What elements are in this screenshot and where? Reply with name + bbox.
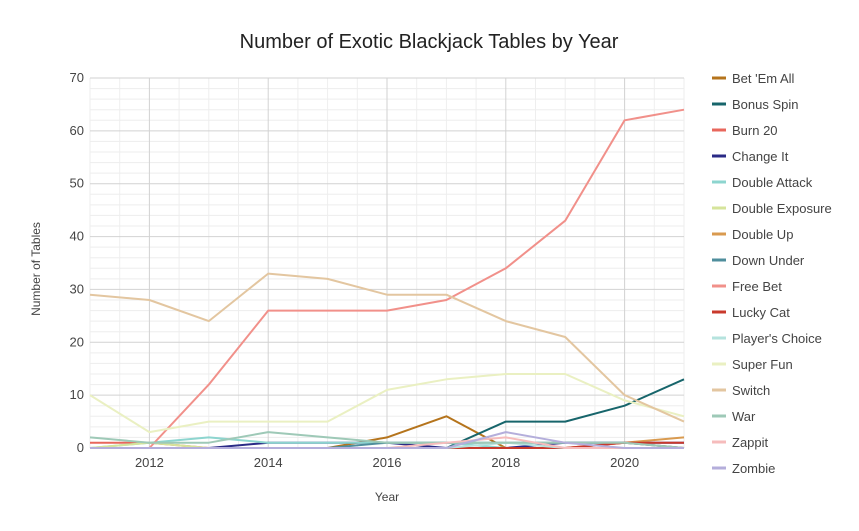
legend-label: Zombie	[732, 461, 775, 476]
series-line-8	[90, 108, 685, 449]
x-tick-label: 2014	[254, 455, 283, 470]
legend-label: Burn 20	[732, 123, 778, 138]
series-line-11	[89, 373, 685, 434]
legend-label: Double Attack	[732, 175, 813, 190]
legend-label: Bet 'Em All	[732, 71, 795, 86]
y-tick-label: 60	[70, 123, 84, 138]
legend-label: Lucky Cat	[732, 305, 790, 320]
y-tick-label: 70	[70, 70, 84, 85]
legend-label: Zappit	[732, 435, 769, 450]
y-tick-label: 20	[70, 334, 84, 349]
x-axis-ticks: 2012 2014 2016 2018 2020	[135, 455, 639, 470]
x-axis-label: Year	[375, 490, 399, 504]
legend-label: Double Exposure	[732, 201, 832, 216]
y-tick-label: 0	[77, 440, 84, 455]
legend-label: Super Fun	[732, 357, 793, 372]
y-tick-label: 40	[70, 229, 84, 244]
legend-label: Down Under	[732, 253, 805, 268]
y-tick-label: 30	[70, 281, 84, 296]
chart-title: Number of Exotic Blackjack Tables by Yea…	[240, 31, 619, 53]
series-lines	[89, 108, 685, 449]
series-line-15	[90, 431, 684, 449]
x-tick-label: 2016	[373, 455, 402, 470]
legend-label: Change It	[732, 149, 789, 164]
x-tick-label: 2018	[491, 455, 520, 470]
legend-label: Player's Choice	[732, 331, 822, 346]
series-line-12	[89, 272, 685, 423]
x-tick-label: 2012	[135, 455, 164, 470]
legend: Bet 'Em All Bonus Spin Burn 20 Change It Dou…	[712, 71, 832, 476]
y-axis-label: Number of Tables	[29, 222, 43, 316]
legend-label: Bonus Spin	[732, 97, 799, 112]
y-tick-label: 50	[70, 176, 84, 191]
y-tick-label: 10	[70, 387, 84, 402]
x-tick-label: 2020	[610, 455, 639, 470]
legend-label: Switch	[732, 383, 770, 398]
series-line-13	[89, 431, 685, 449]
y-axis-ticks: 0 10 20 30 40 50 60 70	[70, 70, 84, 455]
legend-label: Free Bet	[732, 279, 782, 294]
legend-label: Double Up	[732, 227, 793, 242]
legend-label: War	[732, 409, 756, 424]
